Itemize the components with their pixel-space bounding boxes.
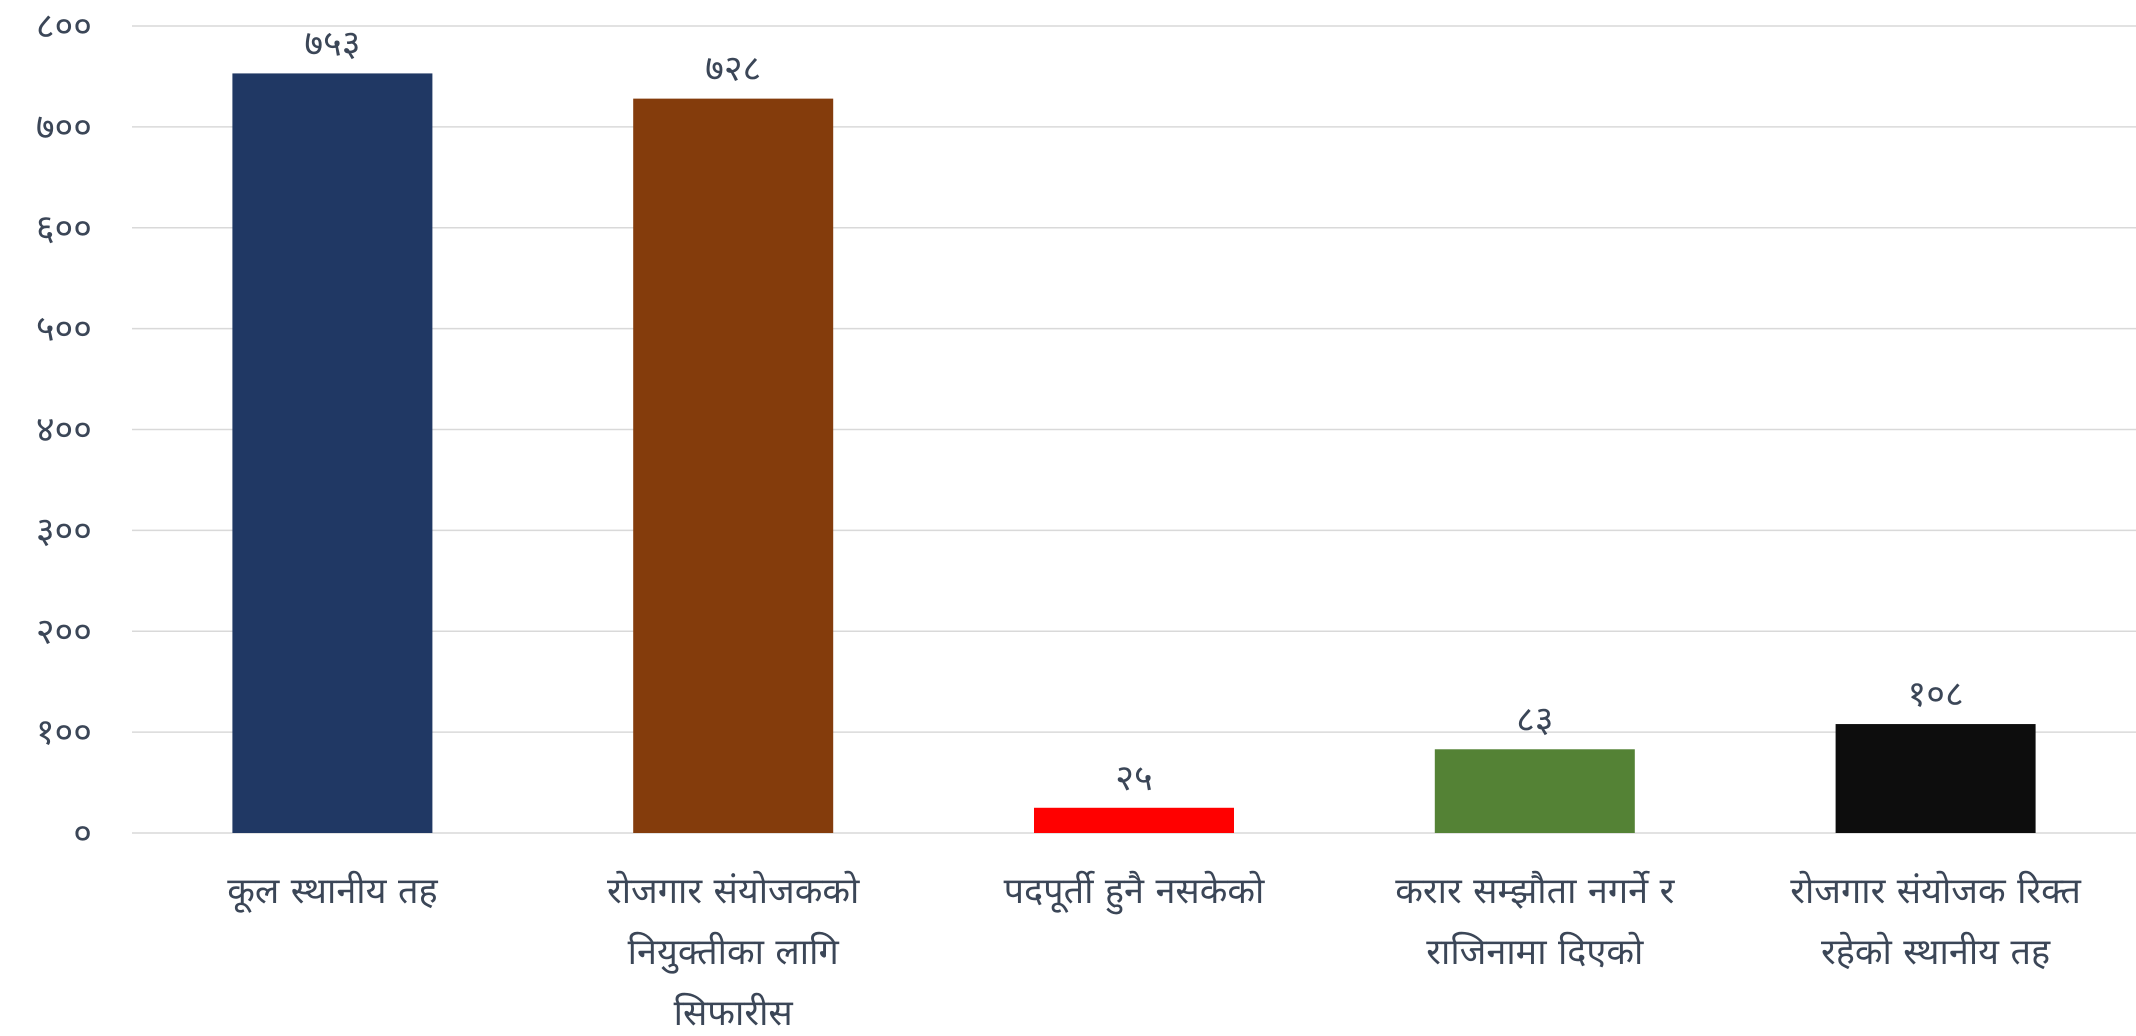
x-category-line: राजिनामा दिएको [1426,931,1644,973]
y-tick-label: ३०० [36,510,92,551]
y-tick-label: २०० [36,611,92,652]
x-category-line: रोजगार संयोजक रिक्त [1790,870,2082,912]
gridlines [132,25,2136,834]
y-tick-label: १०० [36,712,92,753]
data-labels: ७५३ ७२८ २५ ८३ १०८ [304,23,1963,798]
x-category-label: पदपूर्ती हुनै नसकेको [1004,870,1265,915]
data-label: १०८ [1908,674,1964,715]
y-tick-label: ७०० [36,107,92,148]
bars [232,73,2036,833]
bar [1034,807,1234,833]
bar [1835,724,2036,833]
y-tick-label: ४०० [36,410,92,451]
x-category-line: नियुक्तीका लागि [628,931,840,974]
data-label: २५ [1115,758,1152,799]
x-category-label: रोजगार संयोजक रिक्त रहेको स्थानीय तह [1790,870,2082,973]
y-tick-label: ५०० [36,309,92,350]
x-category-line: रोजगार संयोजकको [607,870,860,912]
x-category-line: करार सम्झौता नगर्ने र [1395,870,1675,912]
x-category-line: सिफारीस [674,992,794,1034]
x-category-line: रहेको स्थानीय तह [1821,931,2051,973]
bar [1434,749,1635,833]
x-category-label: रोजगार संयोजकको नियुक्तीका लागि सिफारीस [607,870,860,1034]
x-category-line: कूल स्थानीय तह [227,870,438,913]
data-label: ८३ [1516,699,1553,740]
x-category-line: पदपूर्ती हुनै नसकेको [1004,870,1265,915]
y-tick-label: ६०० [36,208,92,249]
x-axis-categories: कूल स्थानीय तह रोजगार संयोजकको नियुक्तीका … [227,870,2082,1034]
bar [232,73,433,833]
data-label: ७५३ [304,23,360,64]
x-category-label: करार सम्झौता नगर्ने र राजिनामा दिएको [1395,870,1675,973]
bar [633,98,834,833]
y-tick-label: ८०० [36,6,92,47]
data-label: ७२८ [705,49,761,90]
y-axis-ticks: ० १०० २०० ३०० ४०० ५०० ६०० ७०० ८०० [36,6,92,854]
x-category-label: कूल स्थानीय तह [227,870,438,913]
y-tick-label: ० [73,813,92,854]
